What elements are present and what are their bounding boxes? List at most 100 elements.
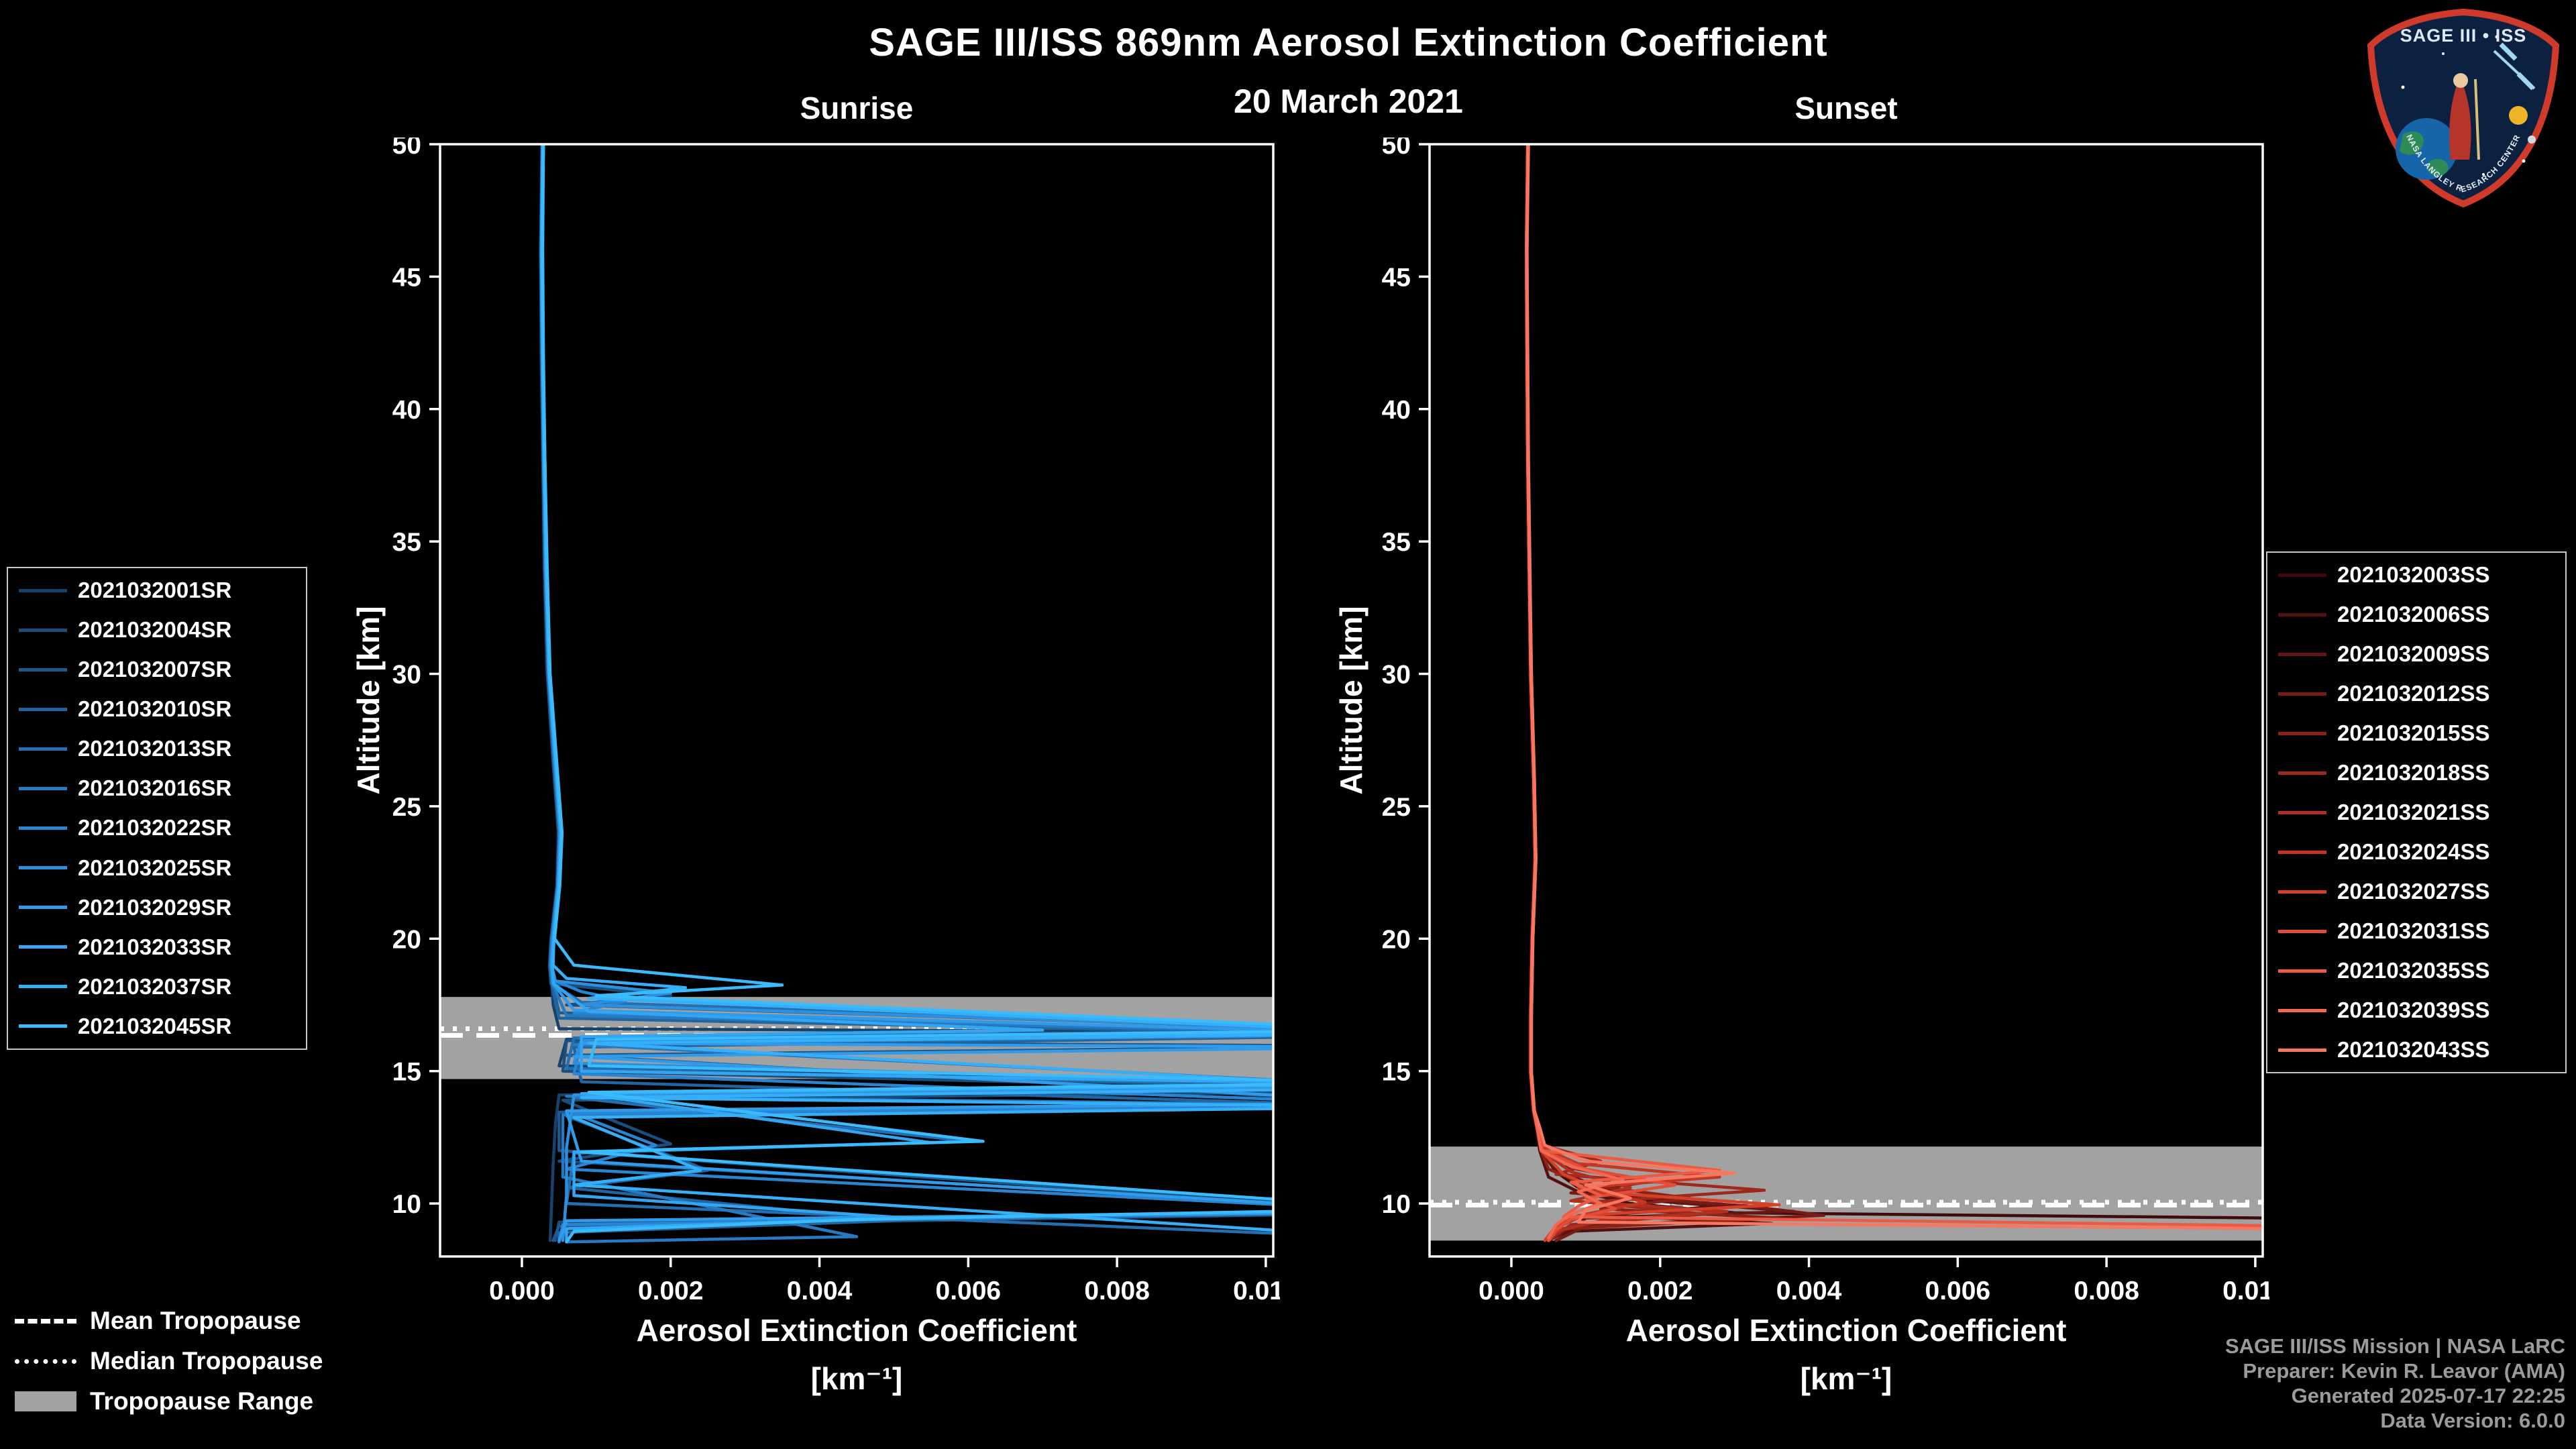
- median-tropopause-label: Median Tropopause: [90, 1347, 323, 1375]
- x-tick-label: 0.000: [489, 1277, 555, 1305]
- legend-item: 2021032029SR: [19, 895, 295, 920]
- tropopause-range-legend-item: Tropopause Range: [15, 1387, 323, 1415]
- legend-line-sample: [19, 945, 67, 949]
- y-tick-label: 10: [1382, 1190, 1411, 1219]
- legend-item: 2021032004SR: [19, 617, 295, 643]
- sunset-legend: 2021032003SS 2021032006SS 2021032009SS 2021…: [2266, 551, 2567, 1073]
- y-tick-label: 30: [392, 661, 421, 690]
- legend-item: 2021032035SS: [2278, 958, 2555, 983]
- legend-item: 2021032037SR: [19, 974, 295, 1000]
- x-tick-label: 0.006: [1925, 1277, 1991, 1305]
- dotted-line-icon: [15, 1358, 76, 1364]
- mean-tropopause-legend-item: Mean Tropopause: [15, 1307, 323, 1334]
- y-tick-label: 10: [392, 1190, 421, 1219]
- legend-item: 2021032015SS: [2278, 720, 2555, 746]
- y-tick-label: 50: [392, 138, 421, 160]
- footer-data-version: Data Version: 6.0.0: [2380, 1409, 2565, 1432]
- plot-background: [1430, 144, 2263, 1256]
- footer-mission: SAGE III/ISS Mission | NASA LaRC: [2224, 1334, 2565, 1358]
- legend-line-sample: [2278, 969, 2326, 973]
- x-tick-label: 0.010: [2222, 1277, 2269, 1305]
- legend-item: 2021032007SR: [19, 657, 295, 682]
- legend-label: 2021032010SR: [78, 696, 232, 722]
- legend-label: 2021032031SS: [2337, 918, 2490, 943]
- legend-item: 2021032025SR: [19, 855, 295, 881]
- sunrise-plot: 10 15 20 25 30 35 40 45 50 0.000 0.002 0.004 0.006 0.…: [392, 138, 1280, 1305]
- sunrise-x-axis-units: [km⁻¹]: [810, 1361, 903, 1396]
- legend-line-sample: [2278, 731, 2326, 735]
- legend-line-sample: [2278, 573, 2326, 577]
- sage-figure-icon: [2449, 86, 2471, 160]
- legend-line-sample: [19, 826, 67, 830]
- sun-icon: [2509, 106, 2528, 125]
- y-tick-label: 25: [1382, 793, 1411, 822]
- legend-item: 2021032010SR: [19, 696, 295, 722]
- legend-line-sample: [19, 628, 67, 632]
- legend-item: 2021032045SR: [19, 1014, 295, 1039]
- profile-line-2021032045SR: [541, 144, 1273, 1244]
- iss-solar-panel-icon: [2499, 42, 2518, 61]
- legend-line-sample: [19, 707, 67, 711]
- patch-title: SAGE III • ISS: [2400, 25, 2527, 46]
- sage-figure-head: [2453, 73, 2468, 88]
- legend-item: 2021032013SR: [19, 736, 295, 761]
- legend-line-sample: [2278, 771, 2326, 775]
- y-tick-label: 35: [1382, 528, 1411, 557]
- y-tick-label: 45: [1382, 263, 1411, 292]
- legend-label: 2021032013SR: [78, 736, 232, 761]
- legend-label: 2021032015SS: [2337, 720, 2490, 745]
- y-tick-label: 20: [392, 925, 421, 954]
- sunrise-x-axis-label: Aerosol Extinction Coefficient: [636, 1313, 1077, 1348]
- legend-label: 2021032043SS: [2337, 1037, 2490, 1062]
- figure-title: SAGE III/ISS 869nm Aerosol Extinction Co…: [869, 21, 1828, 64]
- tropopause-range-label: Tropopause Range: [90, 1387, 314, 1415]
- plot-frame: [439, 143, 1275, 1258]
- legend-line-sample: [19, 985, 67, 989]
- sunset-panel-title: Sunset: [1794, 91, 1898, 125]
- legend-label: 2021032001SR: [78, 578, 232, 602]
- legend-label: 2021032022SR: [78, 815, 232, 841]
- x-tick-label: 0.006: [936, 1277, 1002, 1305]
- tropopause-legend: Mean Tropopause Median Tropopause Tropop…: [15, 1307, 323, 1415]
- legend-item: 2021032018SS: [2278, 760, 2555, 786]
- legend-label: 2021032025SR: [78, 855, 232, 880]
- staff-icon: [2474, 78, 2480, 160]
- legend-label: 2021032006SS: [2337, 602, 2490, 627]
- x-tick-label: 0.002: [1627, 1277, 1693, 1305]
- star-icon: [2482, 173, 2485, 176]
- legend-label: 2021032003SS: [2337, 562, 2490, 587]
- footer-generated: Generated 2025-07-17 22:25: [2291, 1384, 2565, 1407]
- x-tick-label: 0.004: [1776, 1277, 1842, 1305]
- sunrise-legend: 2021032001SR 2021032004SR 2021032007SR 2021…: [7, 567, 307, 1050]
- legend-line-sample: [2278, 692, 2326, 696]
- legend-item: 2021032039SS: [2278, 998, 2555, 1023]
- x-tick-label: 0.000: [1479, 1277, 1544, 1305]
- x-tick-label: 0.008: [2074, 1277, 2139, 1305]
- legend-item: 2021032031SS: [2278, 918, 2555, 944]
- legend-label: 2021032035SS: [2337, 958, 2490, 983]
- legend-line-sample: [19, 1024, 67, 1028]
- x-tick-label: 0.010: [1233, 1277, 1280, 1305]
- star-icon: [2522, 159, 2526, 163]
- legend-line-sample: [2278, 1048, 2326, 1052]
- dashed-line-icon: [15, 1318, 76, 1324]
- legend-label: 2021032009SS: [2337, 641, 2490, 666]
- y-tick-label: 35: [392, 528, 421, 557]
- legend-line-sample: [19, 906, 67, 910]
- legend-label: 2021032016SR: [78, 775, 232, 801]
- plot-frame: [1428, 143, 2264, 1258]
- legend-line-sample: [19, 866, 67, 870]
- legend-label: 2021032037SR: [78, 973, 232, 999]
- legend-item: 2021032003SS: [2278, 562, 2555, 588]
- sunset-x-axis-units: [km⁻¹]: [1800, 1361, 1892, 1396]
- star-icon: [2442, 52, 2445, 55]
- gray-band-icon: [15, 1391, 76, 1411]
- legend-label: 2021032018SS: [2337, 760, 2490, 785]
- legend-label: 2021032039SS: [2337, 998, 2490, 1022]
- legend-item: 2021032016SR: [19, 775, 295, 801]
- legend-line-sample: [2278, 1008, 2326, 1012]
- legend-item: 2021032001SR: [19, 578, 295, 603]
- sunset-x-axis-label: Aerosol Extinction Coefficient: [1625, 1313, 2067, 1348]
- legend-line-sample: [2278, 850, 2326, 854]
- legend-item: 2021032027SS: [2278, 879, 2555, 904]
